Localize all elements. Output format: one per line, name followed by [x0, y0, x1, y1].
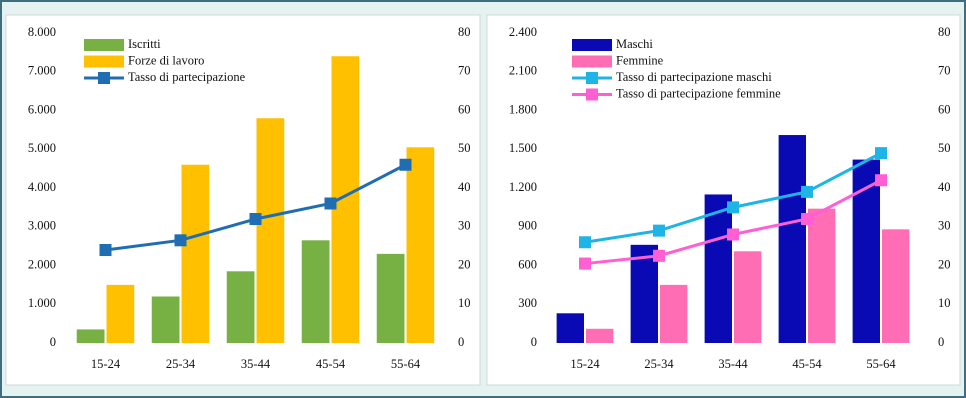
marker — [727, 201, 739, 214]
y2-tick-label: 80 — [458, 25, 471, 39]
y2-tick-label: 40 — [938, 180, 951, 194]
bar — [734, 251, 762, 343]
bar — [586, 328, 614, 343]
legend-swatch — [84, 55, 124, 68]
marker — [653, 249, 665, 262]
legend-label: Maschi — [616, 37, 653, 51]
marker — [579, 236, 591, 249]
legend-swatch — [586, 72, 598, 84]
bar — [256, 118, 285, 343]
bar — [181, 164, 210, 343]
y2-tick-label: 60 — [458, 102, 471, 116]
legend-label: Tasso di partecipazione — [128, 70, 246, 84]
legend-swatch — [572, 39, 612, 51]
x-tick-label: 35-44 — [241, 357, 271, 371]
bar — [151, 296, 180, 343]
y2-tick-label: 70 — [458, 64, 471, 78]
bar — [76, 329, 105, 343]
marker — [99, 244, 112, 256]
y-tick-label: 2.400 — [509, 25, 537, 39]
y-tick-label: 1.800 — [509, 102, 537, 116]
x-tick-label: 15-24 — [91, 357, 121, 371]
y2-tick-label: 20 — [458, 257, 471, 271]
legend-label: Femmine — [616, 53, 664, 67]
marker — [653, 224, 665, 237]
marker — [324, 197, 337, 210]
x-tick-label: 15-24 — [570, 357, 600, 371]
marker — [801, 213, 813, 225]
y2-tick-label: 30 — [458, 219, 471, 233]
legend-swatch — [586, 88, 598, 101]
y-tick-label: 2.000 — [28, 257, 56, 271]
bar — [406, 147, 435, 343]
y2-tick-label: 50 — [938, 141, 951, 155]
bar — [556, 313, 584, 343]
y-tick-label: 0 — [50, 335, 56, 349]
y-tick-label: 2.100 — [509, 64, 537, 78]
x-tick-label: 45-54 — [316, 357, 346, 371]
x-tick-label: 35-44 — [718, 357, 748, 371]
y-tick-label: 0 — [531, 335, 537, 349]
x-tick-label: 55-64 — [866, 357, 896, 371]
bar — [852, 159, 880, 343]
y-tick-label: 1.500 — [509, 141, 537, 155]
legend-label: Tasso di partecipazione femmine — [616, 86, 781, 100]
y2-tick-label: 0 — [938, 335, 944, 349]
y-tick-label: 1.000 — [28, 296, 56, 310]
y2-tick-label: 80 — [938, 25, 951, 39]
y2-tick-label: 50 — [458, 141, 471, 155]
bar — [704, 194, 732, 343]
y2-tick-label: 10 — [458, 296, 471, 310]
bar — [808, 208, 836, 343]
legend-swatch — [84, 39, 124, 51]
bar — [778, 135, 806, 343]
bar — [106, 284, 135, 343]
x-tick-label: 25-34 — [644, 357, 674, 371]
marker — [249, 213, 262, 225]
legend-swatch — [572, 55, 612, 68]
x-tick-label: 55-64 — [391, 357, 421, 371]
legend-label: Tasso di partecipazione maschi — [616, 70, 772, 84]
y-tick-label: 600 — [518, 257, 537, 271]
legend-swatch — [98, 72, 110, 84]
marker — [174, 234, 187, 247]
y-tick-label: 7.000 — [28, 64, 56, 78]
y-tick-label: 8.000 — [28, 25, 56, 39]
y2-tick-label: 20 — [938, 257, 951, 271]
marker — [875, 174, 887, 187]
y-tick-label: 4.000 — [28, 180, 56, 194]
marker — [875, 147, 887, 160]
legend-label: Iscritti — [128, 37, 161, 51]
marker — [727, 228, 739, 241]
y-tick-label: 1.200 — [509, 180, 537, 194]
y2-tick-label: 0 — [458, 335, 464, 349]
y-tick-label: 900 — [518, 219, 537, 233]
bar — [882, 229, 910, 343]
marker — [399, 158, 412, 171]
marker — [801, 185, 813, 198]
y2-tick-label: 40 — [458, 180, 471, 194]
y2-tick-label: 10 — [938, 296, 951, 310]
y2-tick-label: 60 — [938, 102, 951, 116]
y-tick-label: 3.000 — [28, 219, 56, 233]
y2-tick-label: 30 — [938, 219, 951, 233]
bar — [226, 271, 255, 343]
bar — [376, 253, 405, 343]
legend-label: Forze di lavoro — [128, 53, 204, 67]
y2-tick-label: 70 — [938, 64, 951, 78]
y-tick-label: 5.000 — [28, 141, 56, 155]
y-tick-label: 6.000 — [28, 102, 56, 116]
x-tick-label: 25-34 — [166, 357, 196, 371]
marker — [579, 257, 591, 270]
bar — [301, 240, 330, 343]
x-tick-label: 45-54 — [792, 357, 822, 371]
bar — [660, 284, 688, 343]
y-tick-label: 300 — [518, 296, 537, 310]
